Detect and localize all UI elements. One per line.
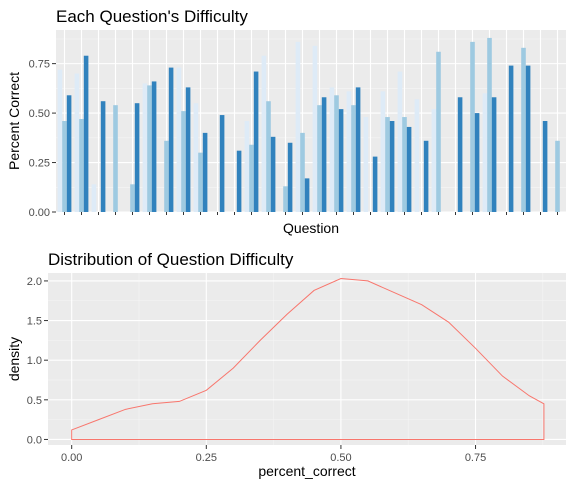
chart1-bar bbox=[130, 184, 135, 212]
chart1-bar bbox=[482, 93, 488, 212]
chart2-x-tick-label: 0.50 bbox=[330, 452, 351, 464]
chart1-bar bbox=[151, 81, 157, 212]
chart1-bar bbox=[355, 87, 361, 212]
chart1-bar bbox=[317, 105, 322, 212]
chart1-bar bbox=[351, 105, 356, 212]
chart1-bars bbox=[57, 37, 560, 213]
chart1-bar bbox=[100, 101, 106, 212]
chart1-bar bbox=[66, 95, 72, 212]
chart1-bar bbox=[555, 140, 560, 212]
chart1-bar bbox=[431, 109, 437, 212]
chart1-bar bbox=[406, 126, 412, 212]
chart1-y-axis-title: Percent Correct bbox=[6, 72, 22, 170]
chart2-density-line bbox=[71, 278, 545, 440]
chart1-bar bbox=[338, 109, 344, 212]
chart1-bar bbox=[181, 111, 186, 212]
chart1-bar bbox=[300, 132, 305, 212]
chart1-bar bbox=[372, 156, 378, 212]
chart1-bar bbox=[329, 87, 335, 212]
chart1-bar bbox=[334, 95, 339, 212]
chart2-x-axis: 0.00 0.25 0.50 0.75 bbox=[61, 445, 486, 464]
chart2-x-tick-label: 0.00 bbox=[61, 452, 82, 464]
chart1-bar bbox=[436, 51, 441, 213]
chart2-density-series bbox=[71, 278, 545, 440]
chart1-bar bbox=[521, 47, 526, 212]
chart1-bar bbox=[74, 73, 80, 213]
chart1-bar bbox=[295, 41, 301, 212]
chart1-y-tick-label: 0.50 bbox=[29, 108, 50, 120]
chart1-bar bbox=[83, 55, 89, 212]
chart1-bar bbox=[164, 140, 169, 212]
chart2-y-axis: 0.0 0.5 1.0 1.5 2.0 bbox=[27, 276, 48, 446]
chart-bar-difficulty: Each Question's Difficulty 0.000.250.500… bbox=[6, 7, 566, 236]
chart1-title: Each Question's Difficulty bbox=[56, 7, 248, 26]
chart1-bar bbox=[491, 97, 497, 212]
chart1-bar bbox=[542, 121, 548, 212]
chart1-bar bbox=[457, 97, 463, 212]
chart1-bar bbox=[261, 55, 267, 212]
chart1-bar bbox=[113, 105, 118, 212]
chart1-bar bbox=[380, 91, 386, 212]
chart1-bar bbox=[266, 101, 271, 212]
chart1-bar bbox=[193, 103, 199, 212]
chart2-y-tick-label: 0.5 bbox=[27, 395, 42, 407]
chart1-bar bbox=[147, 85, 152, 212]
chart1-bar bbox=[79, 119, 84, 212]
chart1-bar bbox=[363, 117, 369, 212]
chart2-y-tick-label: 0.0 bbox=[27, 434, 42, 446]
chart1-bar bbox=[185, 87, 191, 212]
chart1-bar bbox=[470, 41, 475, 212]
chart2-y-axis-title: density bbox=[6, 337, 22, 381]
chart1-bar bbox=[414, 99, 420, 212]
chart1-panel bbox=[56, 30, 566, 212]
chart1-bar bbox=[402, 117, 407, 212]
chart2-x-tick-label: 0.75 bbox=[465, 452, 486, 464]
chart1-bar bbox=[487, 37, 492, 213]
chart1-y-tick-label: 0.75 bbox=[29, 59, 50, 71]
chart1-bar bbox=[397, 71, 403, 212]
chart1-bar bbox=[253, 71, 259, 212]
chart1-bar bbox=[346, 91, 352, 212]
chart1-y-axis: 0.00 0.25 0.50 0.75 bbox=[29, 59, 558, 219]
chart1-bar bbox=[474, 113, 480, 212]
chart1-x-axis-title: Question bbox=[283, 220, 339, 236]
chart1-bar bbox=[57, 69, 63, 212]
chart1-bar bbox=[385, 117, 390, 212]
chart2-y-tick-label: 2.0 bbox=[27, 276, 42, 288]
chart1-bar bbox=[176, 67, 182, 212]
chart2-x-tick-label: 0.25 bbox=[196, 452, 217, 464]
chart2-y-tick-label: 1.5 bbox=[27, 316, 42, 328]
chart1-bar bbox=[312, 45, 318, 213]
chart1-bar bbox=[423, 140, 429, 212]
chart1-bar bbox=[249, 144, 254, 212]
chart1-bar bbox=[244, 121, 250, 212]
chart1-bar bbox=[198, 152, 203, 212]
chart1-bar bbox=[283, 186, 288, 212]
chart1-bar bbox=[168, 67, 174, 212]
chart2-panel bbox=[48, 273, 566, 445]
chart1-bar bbox=[236, 150, 242, 212]
chart1-bar bbox=[91, 184, 97, 212]
chart2-x-axis-title: percent_correct bbox=[258, 463, 355, 479]
chart1-bar bbox=[525, 65, 531, 212]
chart1-bar bbox=[142, 83, 148, 212]
chart1-bar bbox=[134, 103, 140, 212]
chart1-bar bbox=[508, 65, 514, 212]
chart1-y-tick-label: 0.25 bbox=[29, 158, 50, 170]
chart1-bar bbox=[304, 178, 310, 212]
chart1-bar bbox=[202, 132, 208, 212]
chart-density-difficulty: Distribution of Question Difficulty 0.00… bbox=[6, 250, 566, 479]
chart1-bar bbox=[62, 121, 67, 212]
chart1-bar bbox=[219, 115, 225, 212]
chart1-bar bbox=[287, 142, 293, 212]
chart2-title: Distribution of Question Difficulty bbox=[48, 250, 294, 269]
chart1-y-tick-label: 0.00 bbox=[29, 207, 50, 219]
chart1-bar bbox=[389, 121, 395, 212]
chart1-bar bbox=[270, 136, 276, 212]
chart2-y-tick-label: 1.0 bbox=[27, 355, 42, 367]
chart1-bar bbox=[321, 97, 327, 212]
